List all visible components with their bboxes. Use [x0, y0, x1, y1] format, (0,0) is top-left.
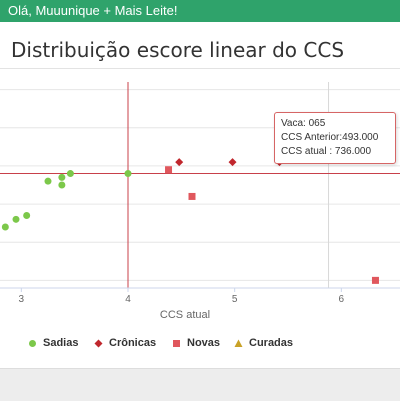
diamond-marker-icon [94, 339, 103, 347]
tooltip-vaca: Vaca: 065 [281, 118, 326, 129]
x-tick-label: 4 [125, 294, 131, 305]
reference-lines [0, 82, 400, 288]
sadias-point [1, 223, 9, 231]
legend-item-curadas[interactable]: Curadas [234, 337, 293, 349]
cronicas-point [228, 158, 237, 167]
sadias-point [44, 177, 52, 185]
x-tick-label: 3 [19, 294, 25, 305]
legend-label-sadias: Sadias [43, 337, 79, 349]
legend-label-curadas: Curadas [249, 337, 294, 349]
x-axis-title: CCS atual [160, 309, 210, 321]
x-tick-label: 5 [232, 294, 238, 305]
legend-item-cronicas[interactable]: Crônicas [94, 337, 156, 349]
top-bar: Olá, Muuunique + Mais Leite! [0, 0, 400, 22]
triangle-marker-icon [234, 339, 243, 347]
chart-legend: Sadias Crônicas Novas Curadas [0, 334, 400, 354]
sadias-point [12, 215, 20, 223]
x-tick-label: 6 [339, 294, 345, 305]
tooltip-ccs-anterior: CCS Anterior:493.000 [281, 132, 379, 143]
sadias-point [58, 181, 66, 189]
legend-label-cronicas: Crônicas [109, 337, 157, 349]
novas-point [188, 192, 196, 200]
square-marker-icon [173, 339, 180, 347]
grid-layer [0, 82, 400, 288]
sadias-point [124, 170, 132, 178]
cronicas-point [175, 158, 184, 167]
novas-point [165, 166, 173, 174]
x-axis: 3 4 5 6 CCS atual [0, 287, 400, 321]
legend-item-sadias[interactable]: Sadias [28, 337, 78, 349]
legend-label-novas: Novas [187, 337, 221, 349]
point-tooltip: Vaca: 065 CCS Anterior:493.000 CCS atual… [274, 112, 396, 164]
page-title: Distribuição escore linear do CCS [11, 38, 345, 62]
tooltip-ccs-atual: CCS atual : 736.000 [281, 146, 372, 157]
circle-marker-icon [29, 339, 36, 347]
title-divider [0, 68, 400, 69]
greeting-text: Olá, Muuunique + Mais Leite! [8, 3, 178, 18]
legend-item-novas[interactable]: Novas [172, 337, 220, 349]
sadias-point [58, 173, 66, 181]
sadias-point [23, 212, 31, 220]
scatter-chart[interactable]: 3 4 5 6 CCS atual [0, 70, 400, 332]
footer-bar [0, 368, 400, 401]
novas-point [371, 276, 379, 284]
sadias-point [66, 170, 74, 178]
